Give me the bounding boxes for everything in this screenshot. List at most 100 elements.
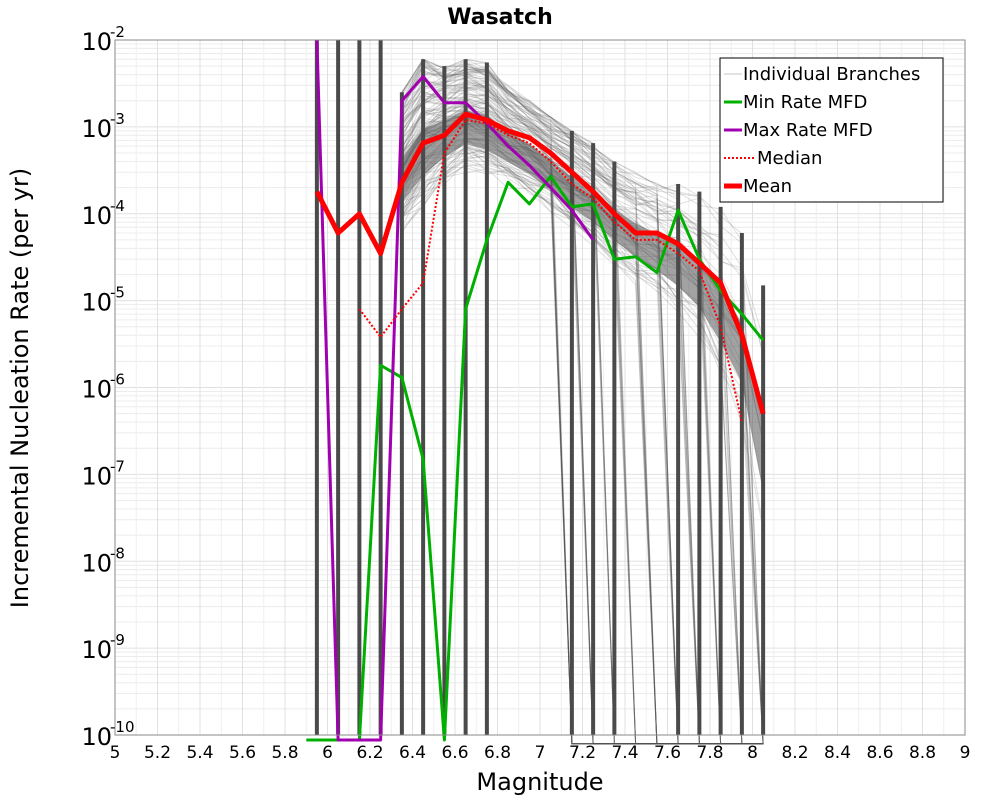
y-tick-exponent: -8	[110, 544, 125, 562]
branch-line	[401, 104, 764, 745]
branch-line	[401, 61, 764, 744]
branch-line	[401, 105, 764, 745]
branch-line	[401, 65, 764, 744]
branch-line	[401, 91, 764, 745]
branch-line	[401, 80, 764, 745]
x-tick-label: 7.2	[569, 743, 596, 763]
x-tick-label: 6	[322, 743, 333, 763]
branch-line	[401, 147, 764, 745]
branch-line	[401, 58, 764, 745]
y-tick-label: 10	[81, 549, 112, 577]
branch-line	[401, 65, 764, 745]
branch-line	[401, 73, 764, 745]
branch-line	[401, 81, 764, 745]
branch-line	[401, 73, 764, 745]
y-tick-exponent: -3	[110, 110, 125, 128]
x-tick-label: 6.8	[484, 743, 511, 763]
y-tick-exponent: -7	[110, 457, 125, 475]
branch-line	[401, 110, 764, 745]
legend-label: Individual Branches	[743, 64, 920, 85]
branch-line	[401, 147, 764, 744]
branch-line	[401, 77, 764, 745]
branch-line	[401, 149, 764, 745]
branch-line	[401, 92, 764, 745]
branch-line	[401, 70, 764, 745]
branch-line	[401, 66, 764, 745]
x-tick-label: 5	[110, 743, 121, 763]
branch-line	[401, 97, 764, 745]
branch-line	[401, 94, 764, 744]
branch-line	[401, 96, 764, 745]
branch-line	[401, 102, 764, 745]
branch-line	[401, 149, 764, 745]
series-line-mean	[314, 111, 766, 415]
branch-line	[401, 166, 764, 745]
branch-line	[401, 94, 764, 745]
x-tick-label: 5.8	[271, 743, 298, 763]
branch-line	[401, 91, 764, 745]
branch-line	[401, 58, 764, 745]
x-tick-label: 8	[747, 743, 758, 763]
branch-line	[401, 144, 764, 745]
x-tick-label: 7.6	[654, 743, 681, 763]
branch-line	[401, 58, 764, 745]
branch-line	[401, 83, 764, 745]
legend-label: Median	[757, 148, 822, 169]
branch-line	[401, 102, 764, 745]
y-tick-label: 10	[81, 289, 112, 317]
x-tick-label: 7.8	[696, 743, 723, 763]
legend-label: Max Rate MFD	[743, 120, 873, 141]
branch-line	[401, 81, 764, 744]
branch-line	[401, 97, 764, 745]
series-line-min-rate-mfd	[306, 174, 765, 742]
branch-line	[401, 147, 764, 745]
legend-label: Min Rate MFD	[743, 92, 867, 113]
branch-line	[401, 62, 764, 745]
branch-line	[401, 105, 764, 745]
branch-line	[401, 164, 764, 745]
x-tick-label: 8.2	[781, 743, 808, 763]
x-tick-label: 7	[535, 743, 546, 763]
branch-line	[401, 89, 764, 745]
chart-title: Wasatch	[447, 5, 553, 30]
branch-band	[401, 110, 764, 493]
x-tick-label: 6.4	[399, 743, 426, 763]
series-line-median	[358, 119, 743, 423]
branch-line	[401, 146, 764, 745]
x-tick-label: 8.8	[909, 743, 936, 763]
y-tick-exponent: -2	[110, 23, 125, 41]
branch-line	[401, 58, 764, 745]
branch-line	[401, 77, 764, 745]
y-ticks: 10-210-310-410-510-610-710-810-910-10	[81, 23, 134, 751]
x-tick-label: 5.4	[186, 743, 213, 763]
branch-line	[401, 80, 764, 745]
branch-line	[401, 79, 764, 339]
plot-frame	[114, 39, 966, 736]
branch-line	[401, 69, 764, 745]
y-tick-label: 10	[81, 28, 112, 56]
y-tick-label: 10	[81, 723, 112, 751]
branch-line	[401, 168, 764, 745]
x-tick-label: 7.4	[611, 743, 638, 763]
branch-line	[401, 146, 764, 745]
branch-line	[401, 159, 764, 745]
y-tick-exponent: -4	[110, 197, 125, 215]
branch-line	[401, 66, 764, 745]
branch-line	[401, 81, 764, 354]
branch-line	[401, 71, 764, 745]
y-tick-exponent: -10	[110, 718, 135, 736]
branch-line	[401, 83, 764, 745]
y-tick-label: 10	[81, 376, 112, 404]
series-lines	[306, 39, 766, 742]
branch-line	[401, 102, 764, 745]
branch-line	[401, 85, 764, 745]
branch-line	[401, 89, 764, 745]
legend-box	[719, 57, 944, 203]
branch-line	[401, 162, 764, 530]
x-tick-label: 8.4	[824, 743, 851, 763]
y-tick-exponent: -6	[110, 371, 125, 389]
branch-line	[401, 61, 764, 745]
branch-line	[401, 83, 764, 745]
y-tick-exponent: -9	[110, 631, 125, 649]
y-tick-exponent: -5	[110, 284, 125, 302]
